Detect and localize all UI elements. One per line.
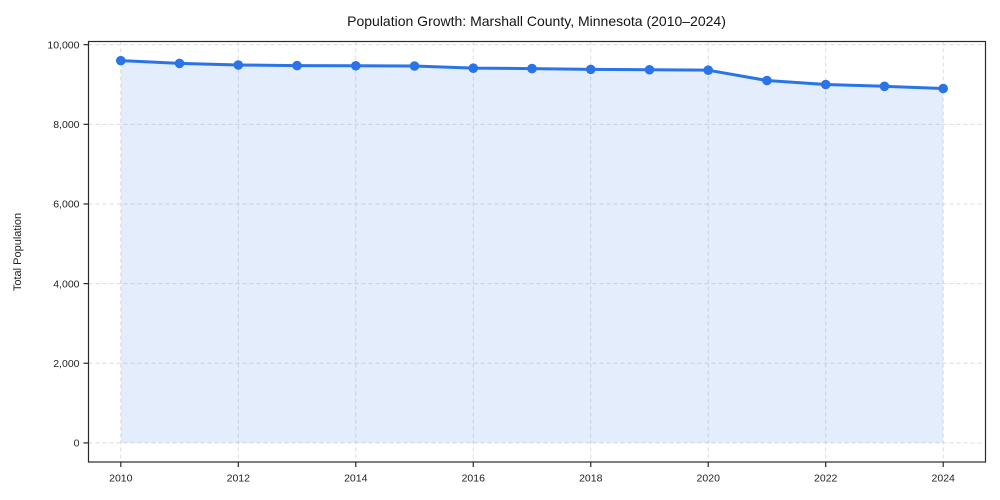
data-point-2018 — [585, 64, 596, 75]
data-point-2021 — [762, 75, 772, 86]
x-tick-label: 2012 — [227, 473, 251, 485]
x-tick-label: 2020 — [697, 473, 721, 485]
data-point-2012 — [233, 60, 244, 70]
x-tick-label: 2016 — [462, 473, 486, 485]
data-point-2016 — [468, 63, 479, 73]
data-point-2022 — [820, 79, 831, 90]
data-point-2015 — [409, 61, 420, 71]
area-fill — [120, 60, 944, 443]
y-tick-label: 10,000 — [47, 39, 79, 51]
x-tick-label: 2022 — [814, 473, 838, 485]
data-point-2024 — [938, 83, 949, 94]
plot-border — [87, 40, 987, 463]
y-tick-label: 0 — [74, 438, 80, 450]
y-tick-label: 6,000 — [53, 199, 79, 211]
data-point-2017 — [527, 63, 537, 74]
data-point-2019 — [644, 64, 655, 75]
data-point-2014 — [350, 60, 361, 71]
y-tick-label: 2,000 — [53, 358, 79, 370]
data-point-2010 — [116, 55, 126, 66]
data-point-2023 — [879, 81, 890, 92]
x-tick-label: 2018 — [579, 473, 603, 485]
data-point-2020 — [703, 65, 714, 75]
chart-title: Population Growth: Marshall County, Minn… — [347, 13, 726, 29]
x-tick-label: 2014 — [344, 473, 368, 485]
x-tick-label: 2010 — [109, 473, 133, 485]
y-tick-label: 4,000 — [53, 278, 79, 290]
data-point-2011 — [174, 58, 185, 69]
x-tick-label: 2024 — [932, 473, 956, 485]
data-point-2013 — [292, 60, 302, 71]
y-tick-label: 8,000 — [53, 119, 79, 131]
